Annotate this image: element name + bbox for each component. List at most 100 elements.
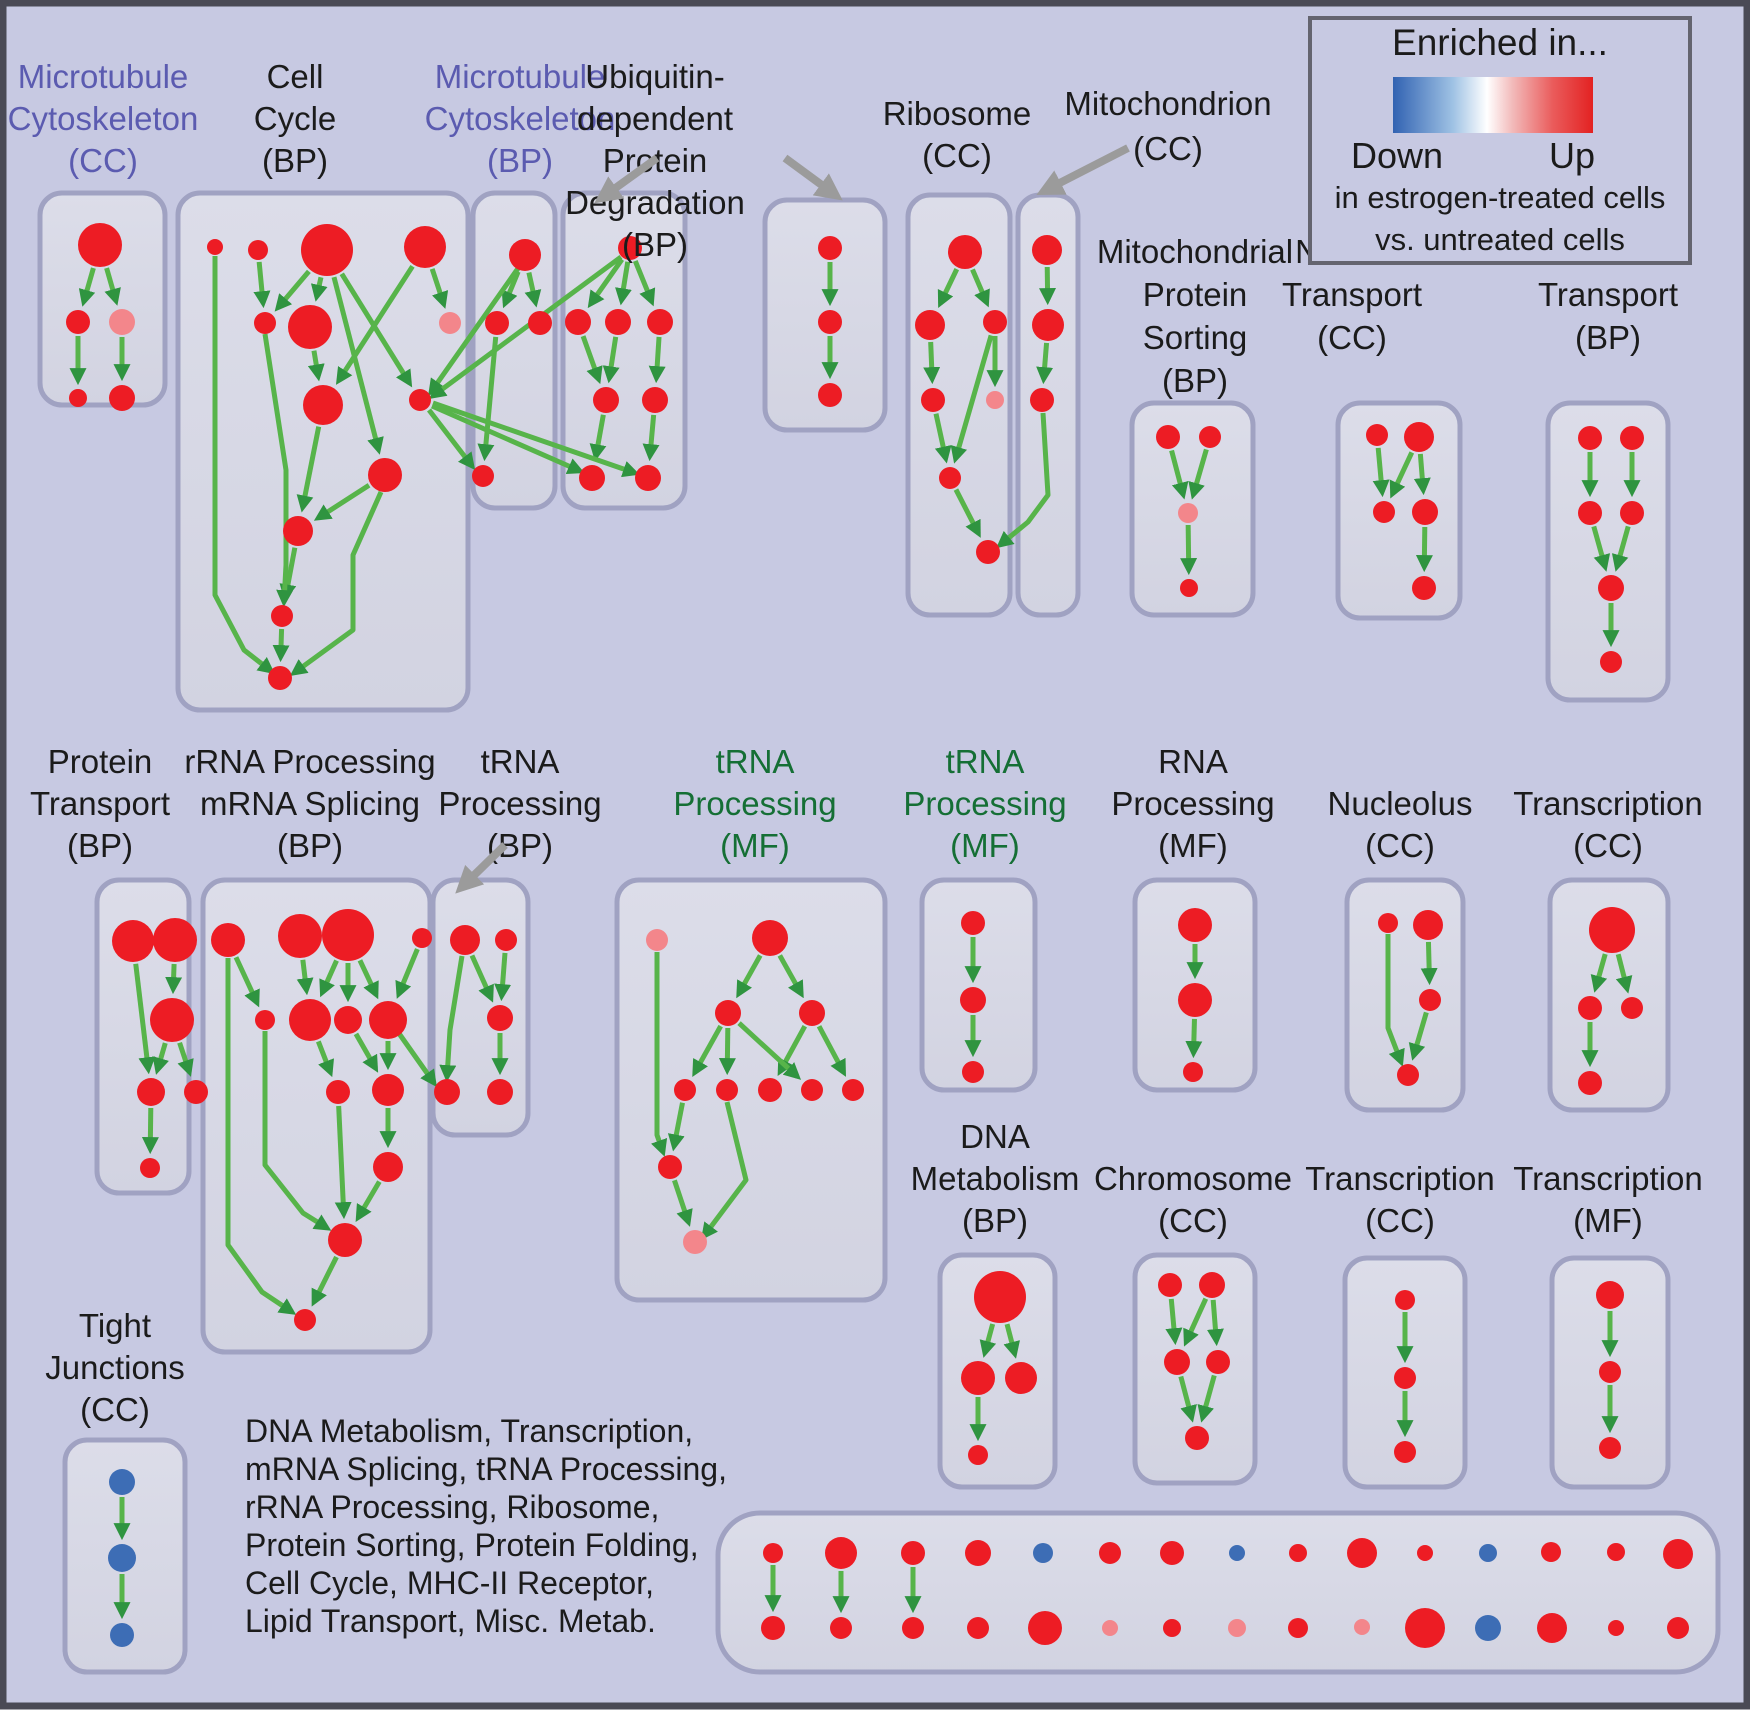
edge — [165, 963, 183, 995]
edge — [104, 267, 121, 306]
edge — [1206, 1299, 1224, 1347]
edge — [632, 260, 656, 307]
group-label-mitochondrial-protein-sorting-bp: Mitochondrial — [1097, 233, 1293, 270]
edge — [355, 1180, 382, 1222]
gene-node-up — [434, 1079, 460, 1105]
edge — [1036, 342, 1054, 385]
edge — [253, 261, 271, 309]
edge — [1389, 451, 1415, 499]
group-label-nucleolus-cc: (CC) — [1365, 827, 1435, 864]
gene-node-up — [976, 540, 1000, 564]
gene-node-up — [974, 1271, 1026, 1323]
edge — [589, 414, 607, 462]
gene-node-up — [1589, 907, 1635, 953]
edge — [692, 1024, 723, 1077]
edge — [1185, 1018, 1203, 1059]
edge — [700, 1101, 749, 1241]
edge — [311, 1255, 339, 1307]
gene-node-up-weak — [109, 309, 135, 335]
edge — [1178, 1375, 1197, 1423]
gene-node-up — [605, 309, 631, 335]
gene-node-up — [674, 1079, 696, 1101]
gene-node-up — [1378, 913, 1398, 933]
gene-node-down — [1033, 1543, 1053, 1563]
gene-node-up — [254, 312, 276, 334]
gene-node-up — [1289, 1544, 1307, 1562]
group-label-protein-transport-bp: (BP) — [67, 827, 133, 864]
group-label-mitochondrial-protein-sorting-bp: (BP) — [1162, 362, 1228, 399]
edge — [353, 1032, 379, 1073]
cross-edge — [428, 254, 623, 400]
edge — [177, 1041, 194, 1077]
misc-categories-text: DNA Metabolism, Transcription, — [245, 1413, 693, 1449]
edge — [141, 1107, 159, 1155]
edge — [262, 333, 294, 608]
gene-node-up-weak — [683, 1230, 707, 1254]
group-label-mitochondrion-cc: (CC) — [1133, 130, 1203, 167]
group-label-protein-transport-bp: Protein — [48, 743, 153, 780]
edge — [587, 258, 624, 309]
gene-node-up — [579, 465, 605, 491]
edge — [1413, 453, 1431, 496]
gene-node-up — [647, 309, 673, 335]
gene-node-up — [412, 928, 432, 948]
gene-node-up — [902, 1617, 924, 1639]
edge — [1183, 1297, 1209, 1347]
gene-node-up-weak — [1178, 503, 1198, 523]
legend-box — [1308, 16, 1692, 265]
edge — [225, 958, 297, 1315]
gene-node-up — [1667, 1617, 1689, 1639]
misc-categories-text: mRNA Splicing, tRNA Processing, — [245, 1451, 727, 1487]
group-label-trna-processing-bp: Processing — [438, 785, 601, 822]
edge — [133, 963, 156, 1075]
gene-node-up — [301, 224, 353, 276]
group-label-mitochondrial-protein-sorting-bp: Protein — [1143, 276, 1248, 313]
edge — [313, 483, 371, 521]
cross-edge — [427, 408, 476, 471]
group-label-trna-processing-mf-small: Processing — [903, 785, 1066, 822]
legend-subtitle: in estrogen-treated cells — [1335, 180, 1666, 215]
gene-node-up — [593, 387, 619, 413]
group-label-microtubule-cytoskeleton-cc: Cytoskeleton — [8, 100, 199, 137]
group-label-transcription-cc-upper: (CC) — [1573, 827, 1643, 864]
gene-node-up — [271, 605, 293, 627]
group-box-transcription-cc-upper — [1547, 877, 1671, 1113]
gene-node-up — [818, 236, 842, 260]
gene-node-down — [1475, 1615, 1501, 1641]
edge — [524, 272, 542, 308]
group-label-microtubule-cytoskeleton-bp: Cytoskeleton — [425, 100, 616, 137]
edge — [1003, 1323, 1020, 1359]
gene-node-up — [1578, 426, 1602, 450]
gene-node-up — [1199, 1272, 1225, 1298]
group-label-trna-processing-mf-small: (MF) — [950, 827, 1020, 864]
legend-subtitle: vs. untreated cells — [1375, 222, 1625, 257]
edge — [212, 256, 276, 675]
gene-node-up — [962, 1061, 984, 1083]
gene-node-up — [368, 458, 402, 492]
group-label-rna-transport-bp: (BP) — [1575, 319, 1641, 356]
gene-node-up-weak — [986, 391, 1004, 409]
edge — [429, 268, 449, 309]
edge — [1611, 525, 1631, 572]
gene-node-up — [369, 1001, 407, 1039]
gene-node-up — [211, 923, 245, 957]
gene-node-up — [450, 925, 480, 955]
edge — [1165, 1298, 1183, 1346]
gene-node-up — [1366, 424, 1388, 446]
edge — [933, 413, 952, 464]
group-label-trna-processing-mf-large: (MF) — [720, 827, 790, 864]
gene-node-down — [108, 1544, 136, 1572]
edge — [953, 488, 981, 538]
gene-node-up — [268, 666, 292, 690]
group-box-misc-strip — [715, 1510, 1721, 1675]
gene-node-up — [1541, 1542, 1561, 1562]
edge — [777, 954, 804, 999]
gene-node-up — [825, 1537, 857, 1569]
group-box-chromosome-cc — [1132, 1252, 1258, 1486]
group-label-microtubule-cytoskeleton-cc: Microtubule — [18, 58, 189, 95]
gene-node-up — [1394, 1367, 1416, 1389]
gene-node-up — [565, 309, 591, 335]
gene-node-up — [901, 1541, 925, 1565]
gene-node-up — [763, 1543, 783, 1563]
